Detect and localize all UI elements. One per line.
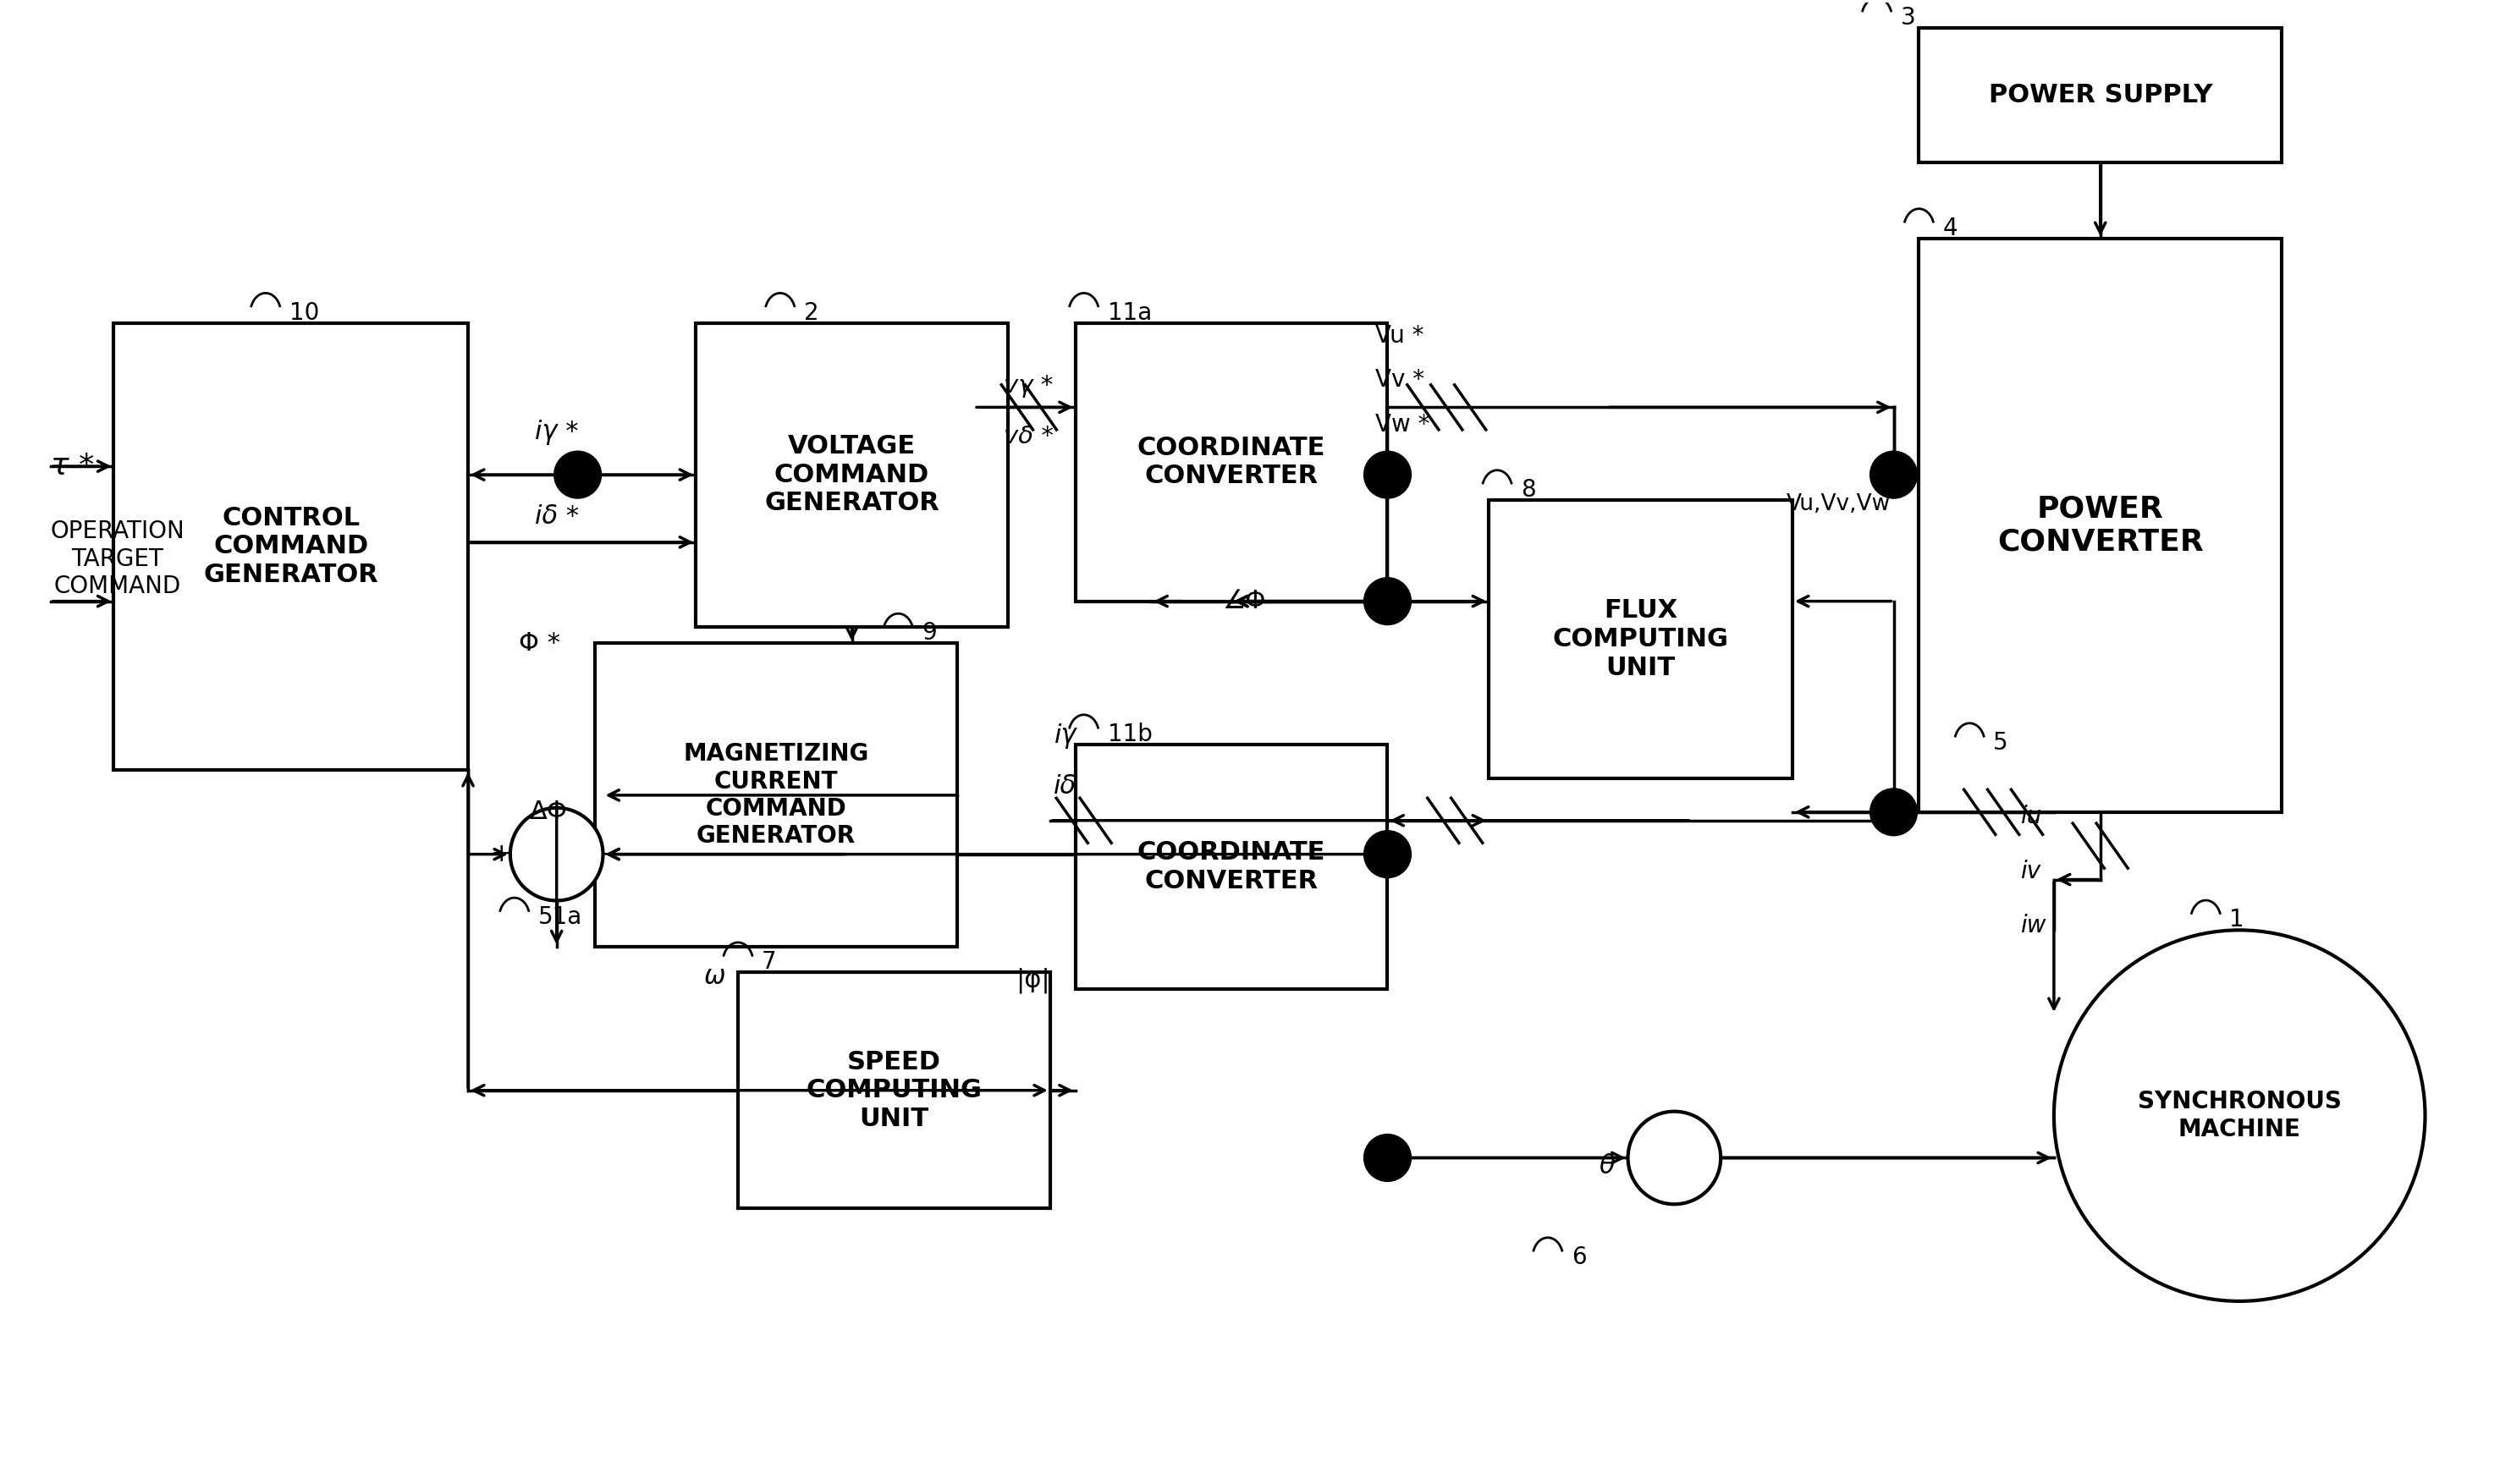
Text: 10: 10	[289, 301, 319, 325]
Text: 9: 9	[922, 622, 937, 646]
Bar	[595, 644, 957, 947]
Bar	[1918, 239, 2282, 812]
Text: 8: 8	[1522, 478, 1537, 502]
Text: Φ *: Φ *	[520, 631, 560, 656]
Text: POWER
CONVERTER: POWER CONVERTER	[1996, 494, 2205, 556]
Text: 11b: 11b	[1107, 723, 1153, 746]
Circle shape	[1627, 1112, 1720, 1204]
Text: θ: θ	[1600, 1155, 1615, 1178]
Text: iγ: iγ	[1055, 724, 1077, 749]
Circle shape	[1363, 577, 1411, 625]
Text: |φ|: |φ|	[1017, 968, 1050, 994]
Text: iδ *: iδ *	[535, 505, 578, 530]
Text: POWER SUPPLY: POWER SUPPLY	[1989, 83, 2212, 107]
Text: iδ: iδ	[1055, 775, 1077, 798]
Text: iw: iw	[2021, 914, 2046, 938]
Bar	[1075, 745, 1389, 990]
Text: CONTROL
COMMAND
GENERATOR: CONTROL COMMAND GENERATOR	[203, 506, 379, 588]
Circle shape	[1871, 451, 1918, 499]
Text: +: +	[492, 841, 512, 867]
Text: 7: 7	[761, 950, 776, 974]
Text: 11a: 11a	[1107, 301, 1153, 325]
Circle shape	[1363, 831, 1411, 879]
Text: COORDINATE
CONVERTER: COORDINATE CONVERTER	[1137, 436, 1326, 488]
Text: ΔΦ: ΔΦ	[530, 800, 567, 824]
Bar	[696, 324, 1007, 626]
Bar	[738, 972, 1050, 1208]
Text: 2: 2	[804, 301, 819, 325]
Text: iu: iu	[2021, 804, 2041, 828]
Text: 5: 5	[1994, 732, 2009, 755]
Text: COORDINATE
CONVERTER: COORDINATE CONVERTER	[1137, 840, 1326, 893]
Text: MAGNETIZING
CURRENT
COMMAND
GENERATOR: MAGNETIZING CURRENT COMMAND GENERATOR	[683, 742, 869, 849]
Circle shape	[510, 807, 603, 901]
Text: Vw *: Vw *	[1376, 413, 1429, 436]
Text: 3: 3	[1901, 6, 1916, 30]
Text: −: −	[600, 841, 623, 867]
Circle shape	[1363, 451, 1411, 499]
Text: OPERATION
TARGET
COMMAND: OPERATION TARGET COMMAND	[50, 519, 186, 598]
Bar	[1918, 28, 2282, 163]
Text: iv: iv	[2021, 859, 2041, 883]
Text: 51a: 51a	[537, 905, 583, 929]
Text: Vu,Vv,Vw: Vu,Vv,Vw	[1788, 493, 1891, 515]
Bar	[113, 324, 467, 770]
Text: vδ *: vδ *	[1004, 424, 1055, 448]
Text: ω: ω	[703, 965, 726, 988]
Text: 6: 6	[1572, 1245, 1587, 1269]
Text: ∠Φ: ∠Φ	[1223, 589, 1266, 613]
Text: Vu *: Vu *	[1376, 324, 1424, 347]
Text: VOLTAGE
COMMAND
GENERATOR: VOLTAGE COMMAND GENERATOR	[763, 433, 939, 515]
Text: SPEED
COMPUTING
UNIT: SPEED COMPUTING UNIT	[806, 1049, 982, 1131]
Text: SYNCHRONOUS
MACHINE: SYNCHRONOUS MACHINE	[2137, 1091, 2340, 1141]
Bar	[1489, 500, 1793, 778]
Circle shape	[555, 451, 600, 499]
Text: 4: 4	[1944, 217, 1959, 240]
Circle shape	[2054, 930, 2426, 1301]
Text: iγ *: iγ *	[535, 420, 578, 445]
Text: vγ *: vγ *	[1004, 374, 1052, 398]
Circle shape	[1871, 788, 1918, 835]
Text: Vv *: Vv *	[1376, 368, 1424, 392]
Circle shape	[1363, 1134, 1411, 1181]
Text: τ *: τ *	[50, 453, 93, 481]
Bar	[1075, 324, 1389, 601]
Text: 1: 1	[2230, 908, 2245, 932]
Text: FLUX
COMPUTING
UNIT: FLUX COMPUTING UNIT	[1552, 598, 1728, 680]
